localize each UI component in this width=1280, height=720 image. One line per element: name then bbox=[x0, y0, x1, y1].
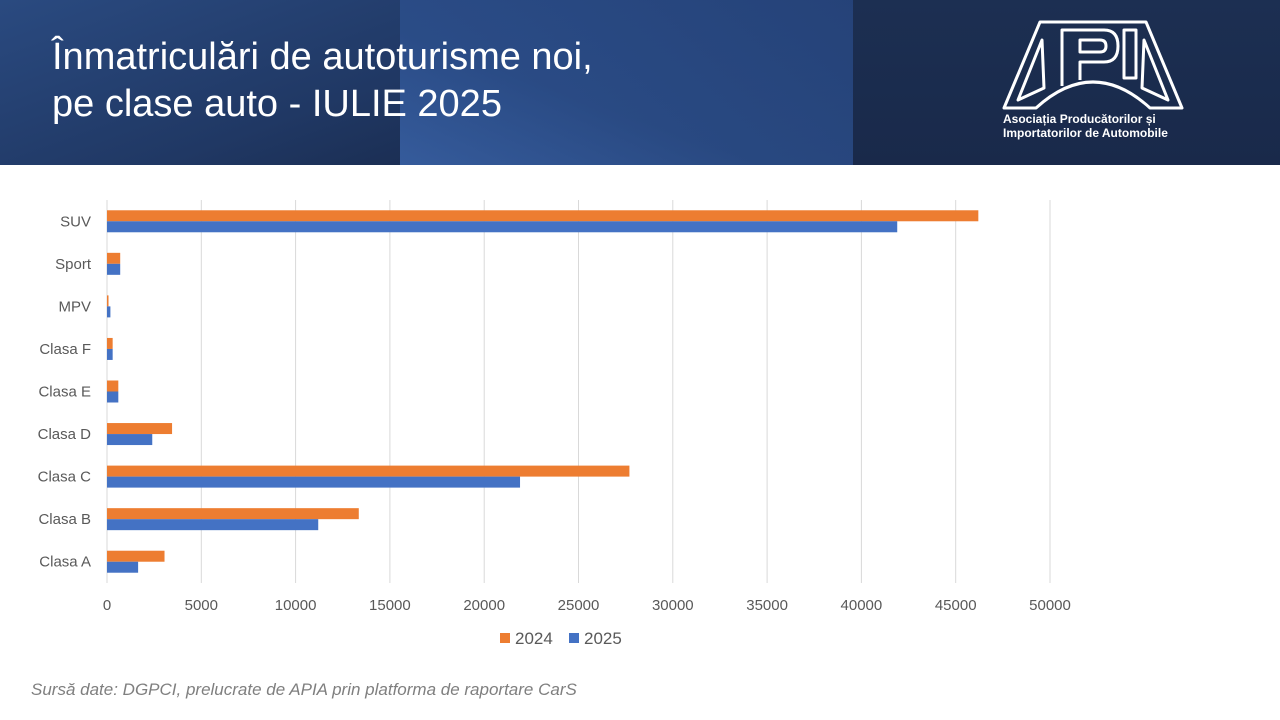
bar-2024-suv bbox=[107, 210, 979, 222]
header-gradient bbox=[400, 0, 853, 165]
bar-2024-clasa-a bbox=[107, 550, 165, 562]
page-title: Înmatriculări de autoturisme noi, pe cla… bbox=[52, 34, 593, 128]
x-tick-label: 50000 bbox=[1029, 597, 1071, 614]
x-tick-label: 0 bbox=[103, 597, 111, 614]
bar-2024-clasa-c bbox=[107, 465, 630, 477]
category-label: Clasa E bbox=[38, 384, 91, 401]
x-tick-label: 45000 bbox=[935, 597, 977, 614]
bar-2024-sport bbox=[107, 252, 121, 264]
legend-swatch-2024 bbox=[500, 633, 510, 643]
bar-2025-sport bbox=[107, 263, 121, 275]
bar-2025-suv bbox=[107, 221, 898, 233]
category-label: Clasa F bbox=[39, 341, 91, 358]
bar-2025-mpv bbox=[107, 306, 111, 318]
source-note: Sursă date: DGPCI, prelucrate de APIA pr… bbox=[31, 680, 577, 699]
bar-2025-clasa-d bbox=[107, 434, 153, 446]
title-line-2: pe clase auto - IULIE 2025 bbox=[52, 83, 502, 125]
x-tick-label: 5000 bbox=[185, 597, 218, 614]
logo-subtitle-line-1: Asociația Producătorilor și bbox=[1003, 112, 1156, 126]
bar-2024-clasa-f bbox=[107, 337, 113, 349]
legend: 2024 2025 bbox=[500, 629, 622, 648]
category-labels: Clasa A Clasa B Clasa C Clasa D Clasa E Clasa… bbox=[38, 213, 92, 570]
bar-2025-clasa-b bbox=[107, 519, 319, 531]
x-tick-label: 40000 bbox=[841, 597, 883, 614]
category-label: Clasa A bbox=[39, 554, 91, 571]
bar-chart: Clasa A Clasa B Clasa C Clasa D Clasa E Clasa… bbox=[38, 200, 1071, 648]
bar-2024-clasa-b bbox=[107, 508, 359, 520]
legend-swatch-2025 bbox=[569, 633, 579, 643]
category-label: MPV bbox=[58, 298, 91, 315]
x-tick-label: 30000 bbox=[652, 597, 694, 614]
x-tick-labels: 0 5000 10000 15000 20000 25000 30000 35000 40000… bbox=[103, 597, 1071, 614]
category-label: SUV bbox=[60, 213, 91, 230]
header-logo-panel bbox=[853, 0, 1280, 165]
bar-2025-clasa-a bbox=[107, 561, 139, 573]
category-label: Clasa D bbox=[38, 426, 92, 443]
bar-2025-clasa-e bbox=[107, 391, 119, 403]
x-tick-label: 35000 bbox=[746, 597, 788, 614]
bar-2024-mpv bbox=[107, 295, 109, 307]
header-banner: Înmatriculări de autoturisme noi, pe cla… bbox=[0, 0, 1280, 165]
logo-subtitle: Asociația Producătorilor și Importatoril… bbox=[1003, 112, 1168, 140]
bar-2025-clasa-f bbox=[107, 348, 113, 360]
category-label: Clasa B bbox=[38, 511, 91, 528]
category-label: Clasa C bbox=[38, 469, 92, 486]
bars bbox=[107, 210, 979, 573]
x-tick-label: 20000 bbox=[463, 597, 505, 614]
legend-label-2024: 2024 bbox=[515, 629, 553, 648]
x-tick-label: 10000 bbox=[275, 597, 317, 614]
bar-2024-clasa-e bbox=[107, 380, 119, 392]
bar-2025-clasa-c bbox=[107, 476, 521, 488]
bar-2024-clasa-d bbox=[107, 423, 173, 435]
x-tick-label: 15000 bbox=[369, 597, 411, 614]
logo-subtitle-line-2: Importatorilor de Automobile bbox=[1003, 126, 1168, 140]
x-tick-label: 25000 bbox=[558, 597, 600, 614]
legend-label-2025: 2025 bbox=[584, 629, 622, 648]
title-line-1: Înmatriculări de autoturisme noi, bbox=[52, 36, 593, 78]
category-label: Sport bbox=[55, 256, 92, 273]
apia-logo-icon bbox=[1002, 20, 1184, 110]
